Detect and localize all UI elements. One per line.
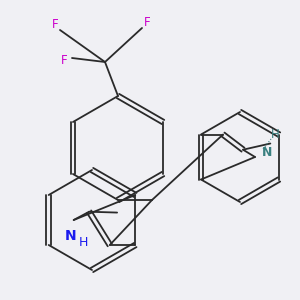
Text: N: N <box>65 229 76 243</box>
Text: F: F <box>52 19 58 32</box>
Text: F: F <box>61 53 67 67</box>
Text: F: F <box>144 16 150 29</box>
Text: H: H <box>79 236 88 248</box>
Text: H: H <box>271 128 279 142</box>
Text: N: N <box>262 146 272 158</box>
